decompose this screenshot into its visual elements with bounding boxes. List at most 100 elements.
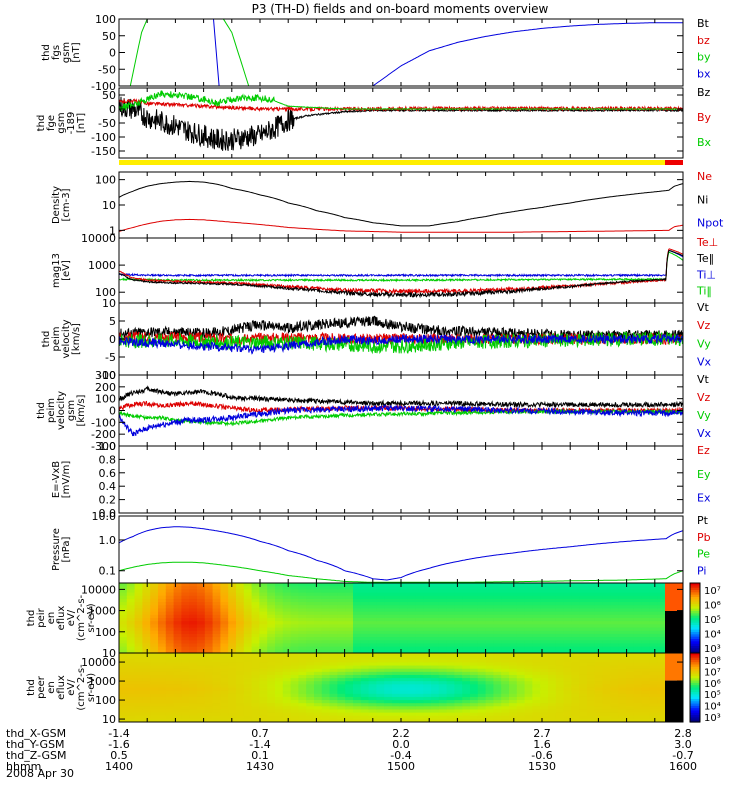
spectrogram-cell xyxy=(485,674,494,679)
spectrogram-cell xyxy=(392,649,401,653)
spectrogram-cell xyxy=(134,693,143,698)
spectrogram-cell xyxy=(134,592,143,597)
spectrogram-cell xyxy=(376,656,385,660)
spectrogram-cell xyxy=(158,637,167,641)
spectrogram-cell xyxy=(321,690,331,695)
spectrogram-cell xyxy=(134,712,143,717)
spectrogram-cell xyxy=(282,678,292,682)
spectrogram-cell xyxy=(329,690,338,695)
spectrogram-cell xyxy=(633,700,643,704)
spectrogram-cell xyxy=(594,718,604,722)
spectrogram-cell xyxy=(142,662,151,667)
spectrogram-cell xyxy=(243,718,253,722)
spectrogram-cell xyxy=(485,718,494,722)
spectrogram-cell xyxy=(563,659,572,664)
spectrogram-cell xyxy=(298,718,307,722)
spectrogram-cell xyxy=(251,608,260,613)
spectrogram-cell xyxy=(282,598,292,603)
spectrogram-cell xyxy=(477,709,487,714)
spectrogram-cell xyxy=(657,703,666,707)
spectrogram-cell xyxy=(524,712,533,717)
spectrogram-cell xyxy=(454,681,463,685)
spectrogram-cell xyxy=(657,690,666,695)
spectrogram-cell xyxy=(360,602,370,606)
spectrogram-cell xyxy=(633,687,643,692)
spectrogram-cell xyxy=(236,633,245,638)
spectrogram-cell xyxy=(306,690,315,695)
spectrogram-cell xyxy=(306,653,315,657)
spectrogram-cell xyxy=(509,662,518,667)
spectrogram-cell xyxy=(150,700,159,704)
spectrogram-cell xyxy=(126,637,136,641)
spectrogram-cell xyxy=(415,712,424,717)
spectrogram-cell xyxy=(594,602,604,606)
spectrogram-cell xyxy=(158,586,167,590)
spectrogram-cell xyxy=(470,709,479,714)
spectrogram-cell xyxy=(649,646,658,651)
spectrogram-cell xyxy=(126,687,136,692)
spectrogram-cell xyxy=(150,621,159,625)
spectrogram-cell xyxy=(360,640,370,645)
spectrogram-cell xyxy=(548,589,557,594)
spectrogram-cell xyxy=(633,630,643,635)
spectrogram-cell xyxy=(633,605,643,610)
spectrogram-cell xyxy=(236,583,245,587)
spectrogram-cell xyxy=(446,602,455,606)
spectrogram-cell xyxy=(150,665,159,670)
spectrogram-cell xyxy=(602,624,611,629)
spectrogram-cell xyxy=(431,649,440,653)
spectrogram-cell xyxy=(251,618,260,622)
ephemeris-row-label: thd_Z-GSM xyxy=(6,749,66,762)
spectrogram-cell xyxy=(173,665,182,670)
spectrogram-cell xyxy=(173,589,182,594)
spectrogram-cell xyxy=(618,706,627,711)
spectrogram-cell xyxy=(407,706,416,711)
spectrogram-cell xyxy=(399,696,409,701)
spectrogram-cell xyxy=(485,687,494,692)
spectrogram-cell xyxy=(267,640,276,645)
spectrogram-cell xyxy=(618,693,627,698)
spectrogram-cell xyxy=(275,592,284,597)
spectrogram-cell xyxy=(353,608,362,613)
spectrogram-cell xyxy=(259,687,268,692)
spectrogram-cell xyxy=(563,589,572,594)
spectrogram-cell xyxy=(259,646,268,651)
spectrogram-cell xyxy=(407,630,416,635)
spectrogram-cell xyxy=(353,706,362,711)
spectrogram-cell xyxy=(423,703,432,707)
spectrogram-cell xyxy=(610,678,619,682)
spectrogram-cell xyxy=(126,583,136,587)
spectrogram-cell xyxy=(126,646,136,651)
spectrogram-cell xyxy=(142,643,151,648)
spectrogram-cell xyxy=(220,595,229,600)
spectrogram-cell xyxy=(524,583,533,587)
spectrogram-cell xyxy=(626,706,635,711)
spectrogram-cell xyxy=(477,693,487,698)
spectrogram-cell xyxy=(524,656,533,660)
spectrogram-cell xyxy=(532,706,541,711)
spectrogram-cell xyxy=(516,653,526,657)
spectrogram-cell xyxy=(298,605,307,610)
spectrogram-cell xyxy=(579,674,588,679)
spectrogram-cell xyxy=(407,586,416,590)
spectrogram-cell xyxy=(243,614,253,619)
spectrogram-cell xyxy=(314,611,323,616)
spectrogram-cell xyxy=(579,586,588,590)
spectrogram-cell xyxy=(376,643,385,648)
spectrogram-cell xyxy=(392,643,401,648)
spectrogram-cell xyxy=(236,687,245,692)
spectrogram-cell xyxy=(368,592,377,597)
spectrogram-cell xyxy=(236,630,245,635)
spectrogram-cell xyxy=(150,586,159,590)
spectrogram-cell xyxy=(633,583,643,587)
spectrogram-cell xyxy=(360,637,370,641)
spectrogram-cell xyxy=(532,583,541,587)
spectrogram-cell xyxy=(282,674,292,679)
spectrogram-cell xyxy=(501,653,510,657)
spectrogram-cell xyxy=(431,653,440,657)
spectrogram-cell xyxy=(353,630,362,635)
spectrogram-cell xyxy=(384,618,393,622)
y-axis-label: velocity xyxy=(61,319,72,358)
spectrogram-cell xyxy=(267,659,276,664)
spectrogram-cell xyxy=(423,718,432,722)
